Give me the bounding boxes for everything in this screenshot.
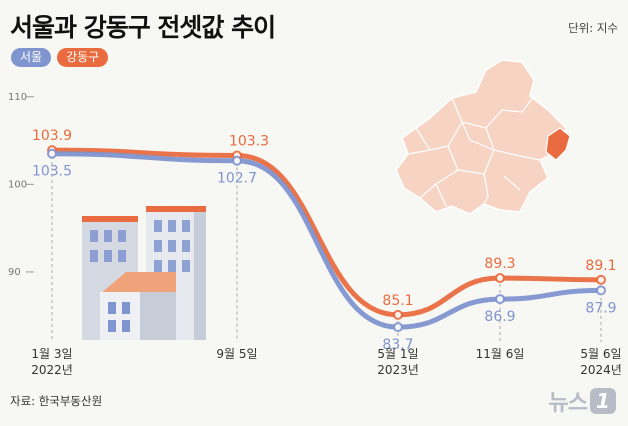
x-tick-label: 5월 1일 bbox=[377, 347, 418, 361]
point-gangdong bbox=[393, 309, 403, 320]
y-tick-label: 90 bbox=[8, 267, 21, 278]
data-points bbox=[47, 145, 606, 333]
point-seoul bbox=[596, 285, 606, 296]
x-tick-label: 11월 6일 bbox=[476, 347, 525, 361]
series-lines bbox=[49, 147, 604, 330]
data-label-seoul: 83.7 bbox=[382, 337, 413, 353]
gangdong-highlight bbox=[545, 127, 571, 161]
point-seoul bbox=[495, 294, 505, 305]
data-labels: 103.5 102.7 83.7 86.9 87.9 103.9 103.3 85.1 89.3… bbox=[32, 128, 617, 353]
x-tick-year-label: 2022년 bbox=[31, 363, 73, 377]
point-gangdong bbox=[596, 274, 606, 285]
data-label-gangdong: 103.3 bbox=[229, 133, 269, 149]
apartment-illustration bbox=[82, 206, 206, 340]
logo-badge: 1 bbox=[590, 388, 616, 414]
point-seoul bbox=[47, 148, 57, 159]
y-tick-label: 100 bbox=[8, 179, 27, 190]
x-axis-labels: 1월 3일 2022년 9월 5일 5월 1일 2023년 11월 6일 5월 6일 2024… bbox=[31, 347, 622, 377]
point-seoul bbox=[393, 322, 403, 333]
data-label-seoul: 102.7 bbox=[217, 171, 257, 187]
logo-text: 뉴스 bbox=[548, 391, 588, 416]
seoul-map-illustration bbox=[395, 59, 571, 215]
seoul-district-lines bbox=[407, 95, 541, 207]
series-line-gangdong bbox=[49, 147, 604, 318]
legend-gangdong: 강동구 bbox=[57, 48, 109, 67]
x-tick-label: 5월 6일 bbox=[580, 347, 621, 361]
x-tick-year-label: 2024년 bbox=[580, 363, 622, 377]
seoul-map bbox=[395, 59, 567, 215]
data-label-seoul: 86.9 bbox=[484, 309, 515, 325]
y-tick-label: 110 bbox=[8, 92, 27, 103]
legend-seoul: 서울 bbox=[11, 48, 52, 67]
point-gangdong bbox=[495, 273, 505, 284]
axes: 110 100 90 bbox=[8, 92, 34, 278]
source-text: 자료: 한국부동산원 bbox=[10, 394, 103, 408]
data-label-gangdong: 85.1 bbox=[382, 293, 413, 309]
x-tick-label: 9월 5일 bbox=[216, 347, 257, 361]
x-tick-year-label: 2023년 bbox=[377, 363, 419, 377]
data-label-gangdong: 103.9 bbox=[32, 128, 72, 144]
chart-title: 서울과 강동구 전셋값 추이 bbox=[10, 13, 276, 42]
unit-label: 단위: 지수 bbox=[568, 21, 618, 35]
series-line-seoul bbox=[49, 151, 604, 330]
data-label-gangdong: 89.1 bbox=[585, 258, 616, 274]
logo: 뉴스 1 bbox=[549, 385, 616, 417]
data-label-seoul: 103.5 bbox=[32, 164, 72, 180]
x-tick-label: 1월 3일 bbox=[31, 347, 72, 361]
legend: 서울 강동구 bbox=[11, 48, 109, 67]
data-label-gangdong: 89.3 bbox=[484, 256, 515, 272]
data-label-seoul: 87.9 bbox=[585, 300, 616, 316]
point-seoul bbox=[232, 155, 242, 166]
